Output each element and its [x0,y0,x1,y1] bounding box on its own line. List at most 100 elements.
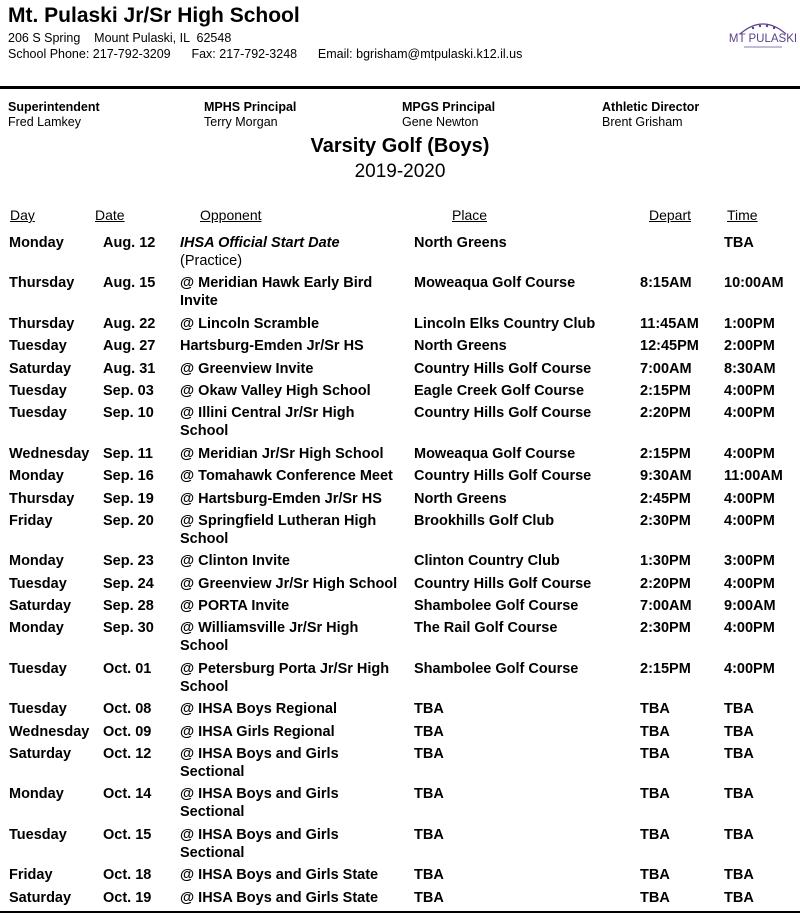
cell-day: Tuesday [9,405,67,422]
cell-time: 4:00PM [724,405,775,422]
cell-date: Oct. 14 [103,786,152,803]
cell-date: Oct. 09 [103,723,152,740]
cell-place: Moweaqua Golf Course [414,275,576,292]
cell-opponent: @ Illini Central Jr/Sr High School [180,405,355,440]
cell-opponent: @ Clinton Invite [180,553,290,570]
cell-time: 9:00AM [724,598,776,615]
cell-place: Country Hills Golf Course [414,360,592,377]
cell-day: Tuesday [9,575,67,592]
cell-depart: 11:45AM [640,315,699,332]
cell-opponent: @ IHSA Boys Regional [180,701,338,718]
table-row: Saturday Oct. 12 @ IHSA Boys and Girls Sec… [0,745,800,785]
cell-day: Monday [9,620,64,637]
cell-depart: 2:15PM [640,382,691,399]
cell-date: Aug. 15 [103,275,156,292]
cell-time: TBA [724,826,754,843]
staff-mphs-principal: MPHS Principal Terry Morgan [204,100,297,129]
cell-day: Wednesday [9,445,90,462]
cell-date: Oct. 08 [103,701,152,718]
cell-depart: TBA [640,867,670,884]
cell-opponent: @ Hartsburg-Emden Jr/Sr HS [180,490,382,507]
cell-opponent: @ Okaw Valley High School [180,382,371,399]
cell-place: Lincoln Elks Country Club [414,315,596,332]
cell-depart: 7:00AM [640,598,692,615]
cell-time: TBA [724,889,754,906]
cell-date: Aug. 22 [103,315,156,332]
cell-opponent: @ Springfield Lutheran High School [180,512,377,547]
cell-date: Aug. 12 [103,235,156,251]
cell-depart: TBA [640,746,670,763]
cell-opponent: @ Tomahawk Conference Meet [180,468,393,485]
cell-date: Sep. 23 [103,553,154,570]
table-row: Tuesday Sep. 24 @ Greenview Jr/Sr High Sch… [0,575,800,597]
cell-date: Oct. 01 [103,660,152,677]
cell-date: Aug. 31 [103,360,156,377]
cell-place: TBA [414,867,444,884]
cell-day: Friday [9,512,53,529]
table-row: Thursday Aug. 22 @ Lincoln Scramble Lincoln… [0,315,800,337]
table-row: Monday Sep. 30 @ Williamsville Jr/Sr High … [0,619,800,659]
table-row: Thursday Sep. 19 @ Hartsburg-Emden Jr/Sr H… [0,490,800,512]
cell-depart: TBA [640,701,670,718]
cell-day: Tuesday [9,382,67,399]
col-header-place: Place [452,207,488,223]
cell-opponent: @ Williamsville Jr/Sr High School [180,620,359,655]
cell-day: Tuesday [9,660,67,677]
cell-day: Monday [9,553,64,570]
cell-place: Clinton Country Club [414,553,560,570]
cell-date: Sep. 19 [103,490,154,507]
cell-day: Saturday [9,746,72,763]
table-row: Saturday Sep. 28 @ PORTA Invite Shambolee G… [0,597,800,619]
cell-day: Tuesday [9,826,67,843]
table-row: Tuesday Aug. 27 Hartsburg-Emden Jr/Sr HS No… [0,337,800,359]
cell-time: 11:00AM [724,468,783,485]
cell-depart: 2:20PM [640,405,691,422]
cell-place: TBA [414,889,444,906]
cell-day: Monday [9,235,64,251]
staff-mpgs-principal: MPGS Principal Gene Newton [402,100,496,129]
cell-depart: 8:15AM [640,275,692,292]
cell-time: 4:00PM [724,575,775,592]
table-row: Tuesday Sep. 03 @ Okaw Valley High School E… [0,382,800,404]
cell-opponent: @ Meridian Hawk Early Bird Invite [180,275,373,310]
school-address: 206 S Spring Mount Pulaski, IL 62548 [8,31,232,45]
cell-opponent: @ PORTA Invite [180,598,290,615]
cell-time: 4:00PM [724,512,775,529]
cell-time: TBA [724,723,754,740]
cell-day: Saturday [9,360,72,377]
cell-day: Tuesday [9,338,67,355]
header-divider [0,86,800,89]
cell-depart: 2:45PM [640,490,691,507]
cell-opponent: @ Meridian Jr/Sr High School [180,445,384,462]
cell-place: TBA [414,746,444,763]
cell-depart: TBA [640,826,670,843]
cell-date: Sep. 24 [103,575,154,592]
cell-time: 4:00PM [724,620,775,637]
cell-depart: 2:15PM [640,660,691,677]
cell-place: North Greens [414,338,507,355]
table-row: Monday Oct. 14 @ IHSA Boys and Girls Secti… [0,785,800,825]
school-name: Mt. Pulaski Jr/Sr High School [8,4,300,27]
table-row: Friday Oct. 18 @ IHSA Boys and Girls State… [0,866,800,888]
cell-depart: 2:30PM [640,512,691,529]
cell-depart: TBA [640,723,670,740]
cell-opponent: @ Lincoln Scramble [180,315,320,332]
cell-depart: 2:20PM [640,575,691,592]
cell-place: Shambolee Golf Course [414,660,579,677]
cell-depart: 2:30PM [640,620,691,637]
cell-time: 10:00AM [724,275,784,292]
cell-place: TBA [414,723,444,740]
cell-opponent-title: IHSA Official Start Date [180,235,340,251]
cell-opponent: IHSA Official Start Date (Practice) [180,234,414,270]
cell-day: Saturday [9,889,72,906]
cell-depart: TBA [640,889,670,906]
cell-place: TBA [414,826,444,843]
cell-date: Sep. 10 [103,405,154,422]
cell-time: 4:00PM [724,490,775,507]
table-row: Wednesday Oct. 09 @ IHSA Girls Regional TBA… [0,723,800,745]
cell-day: Thursday [9,490,75,507]
col-header-opponent: Opponent [200,207,262,223]
table-row: Monday Aug. 12 IHSA Official Start Date (Pr… [0,234,800,274]
cell-opponent: @ IHSA Boys and Girls Sectional [180,786,339,821]
cell-place: Shambolee Golf Course [414,598,579,615]
